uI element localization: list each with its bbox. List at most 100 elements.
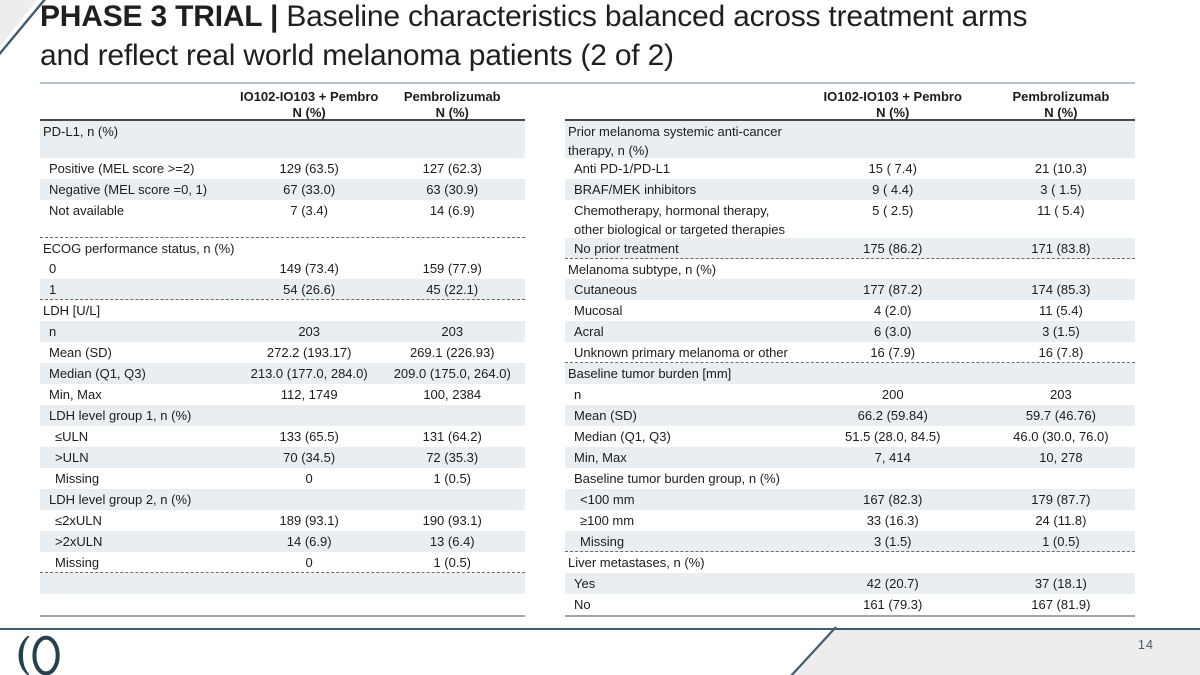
row-label: No prior treatment <box>574 241 679 256</box>
row-label: Missing <box>580 534 625 549</box>
io-biotech-logo-icon <box>18 635 60 675</box>
row-label: 0 <box>49 261 57 276</box>
table-row: No 161 (79.3) 167 (81.9) <box>565 594 1135 615</box>
row-value: 66.2 (59.84) <box>857 408 928 423</box>
row-value: 4 (2.0) <box>873 303 912 318</box>
table-row: Baseline tumor burden [mm] <box>565 363 1135 384</box>
table-row: Yes 42 (20.7) 37 (18.1) <box>565 573 1135 594</box>
table-row: PD-L1, n (%) <box>40 121 525 158</box>
left-table: IO102-IO103 + Pembro N (%) Pembrolizumab… <box>40 88 525 617</box>
row-value: 67 (33.0) <box>283 182 336 197</box>
table-row: ≤2xULN 189 (93.1) 190 (93.1) <box>40 510 525 531</box>
table-row: Min, Max 112, 1749 100, 2384 <box>40 384 525 405</box>
table-row: Unknown primary melanoma or other 16 (7.9… <box>565 342 1135 363</box>
row-label: Melanoma subtype, n (%) <box>568 262 717 277</box>
row-value: 189 (93.1) <box>279 513 339 528</box>
column-header-arm2: Pembrolizumab N (%) <box>379 88 525 120</box>
row-label: Acral <box>574 324 604 339</box>
row-label: n <box>574 387 582 402</box>
row-label: Cutaneous <box>574 282 637 297</box>
table-row: 1 54 (26.6) 45 (22.1) <box>40 279 525 300</box>
row-label: Yes <box>574 576 596 591</box>
row-value: 127 (62.3) <box>422 161 482 176</box>
row-label: Min, Max <box>574 450 627 465</box>
table-row: Anti PD-1/PD-L1 15 ( 7.4) 21 (10.3) <box>565 158 1135 179</box>
row-label: Missing <box>55 471 100 486</box>
row-value: 14 (6.9) <box>286 534 332 549</box>
table-row: LDH level group 2, n (%) <box>40 489 525 510</box>
arm2-unit: N (%) <box>435 105 469 120</box>
row-value: 1 (0.5) <box>433 471 472 486</box>
arm2-unit: N (%) <box>1044 105 1078 120</box>
row-value: 45 (22.1) <box>426 282 479 297</box>
row-value: 9 ( 4.4) <box>872 182 914 197</box>
table-row: Melanoma subtype, n (%) <box>565 259 1135 279</box>
arm2-name: Pembrolizumab <box>1012 89 1110 104</box>
row-value: 0 <box>305 471 313 486</box>
row-value: 200 <box>881 387 904 402</box>
row-value: 6 (3.0) <box>873 324 912 339</box>
row-value: 167 (81.9) <box>1031 597 1091 612</box>
table-row <box>40 594 525 615</box>
row-value: 63 (30.9) <box>426 182 479 197</box>
page-number: 14 <box>1138 638 1154 652</box>
table-row: No prior treatment 175 (86.2) 171 (83.8) <box>565 238 1135 259</box>
row-value: 100, 2384 <box>423 387 482 402</box>
table-row: <100 mm 167 (82.3) 179 (87.7) <box>565 489 1135 510</box>
row-value: 16 (7.8) <box>1038 345 1084 360</box>
row-label: Mean (SD) <box>574 408 637 423</box>
table-row: Chemotherapy, hormonal therapy, other bi… <box>565 200 1135 238</box>
row-label: Anti PD-1/PD-L1 <box>574 161 671 176</box>
row-value: 209.0 (175.0, 264.0) <box>393 366 511 381</box>
arm1-unit: N (%) <box>876 105 910 120</box>
row-label: LDH level group 2, n (%) <box>49 492 192 507</box>
row-value: 33 (16.3) <box>866 513 919 528</box>
row-value: 3 ( 1.5) <box>1040 182 1082 197</box>
row-value: 13 (6.4) <box>429 534 475 549</box>
row-label: No <box>574 597 591 612</box>
row-label: >ULN <box>55 450 89 465</box>
footer-parallelogram <box>789 630 1200 675</box>
row-value: 171 (83.8) <box>1031 241 1091 256</box>
row-label: Mucosal <box>574 303 623 318</box>
row-value: 174 (85.3) <box>1031 282 1091 297</box>
row-label: LDH level group 1, n (%) <box>49 408 192 423</box>
row-label: ≤ULN <box>55 429 89 444</box>
table-row: Missing 0 1 (0.5) <box>40 552 525 573</box>
left-table-header: IO102-IO103 + Pembro N (%) Pembrolizumab… <box>40 88 525 121</box>
row-value: 203 <box>1050 387 1072 402</box>
row-value: 213.0 (177.0, 284.0) <box>250 366 368 381</box>
row-value: 269.1 (226.93) <box>409 345 495 360</box>
row-value: 16 (7.9) <box>870 345 916 360</box>
row-value: 133 (65.5) <box>279 429 339 444</box>
right-table: IO102-IO103 + Pembro N (%) Pembrolizumab… <box>565 88 1135 617</box>
row-label: 1 <box>49 282 57 297</box>
row-value: 51.5 (28.0, 84.5) <box>845 429 941 444</box>
table-row: Missing 0 1 (0.5) <box>40 468 525 489</box>
table-row: Not available 7 (3.4) 14 (6.9) <box>40 200 525 238</box>
row-value: 203 <box>441 324 464 339</box>
row-label: Positive (MEL score >=2) <box>49 161 195 176</box>
row-value: 179 (87.7) <box>1031 492 1091 507</box>
row-label: <100 mm <box>580 492 635 507</box>
row-value: 54 (26.6) <box>283 282 336 297</box>
table-row: Median (Q1, Q3) 213.0 (177.0, 284.0) 209.0… <box>40 363 525 384</box>
row-label: ECOG performance status, n (%) <box>43 241 235 256</box>
table-row: >2xULN 14 (6.9) 13 (6.4) <box>40 531 525 552</box>
table-row: Median (Q1, Q3) 51.5 (28.0, 84.5) 46.0 (30… <box>565 426 1135 447</box>
table-row: ≤ULN 133 (65.5) 131 (64.2) <box>40 426 525 447</box>
table-row: Mean (SD) 272.2 (193.17) 269.1 (226.93) <box>40 342 525 363</box>
row-label: n <box>49 324 57 339</box>
row-value: 3 (1.5) <box>1042 324 1080 339</box>
column-header-arm1: IO102-IO103 + Pembro N (%) <box>239 88 380 120</box>
row-value: 70 (34.5) <box>283 450 336 465</box>
table-row: Prior melanoma systemic anti-cancer ther… <box>565 121 1135 158</box>
row-value: 24 (11.8) <box>1035 513 1087 528</box>
row-label: BRAF/MEK inhibitors <box>574 182 697 197</box>
table-row: Mean (SD) 66.2 (59.84) 59.7 (46.76) <box>565 405 1135 426</box>
row-label: Baseline tumor burden group, n (%) <box>574 471 780 486</box>
row-value: 14 (6.9) <box>429 203 475 218</box>
row-value: 0 <box>305 555 313 570</box>
title-bold-segment: PHASE 3 TRIAL | <box>40 0 279 33</box>
